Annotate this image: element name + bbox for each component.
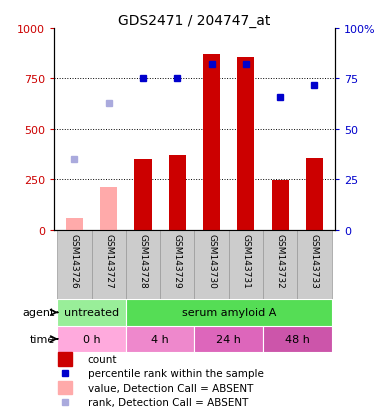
Text: GSM143726: GSM143726 (70, 234, 79, 288)
Text: untreated: untreated (64, 308, 119, 318)
Text: time: time (30, 334, 55, 344)
Text: 24 h: 24 h (216, 334, 241, 344)
Bar (194, 326, 263, 352)
Text: GSM143731: GSM143731 (241, 234, 250, 288)
Text: value, Detection Call = ABSENT: value, Detection Call = ABSENT (88, 383, 253, 393)
Text: GSM143727: GSM143727 (104, 234, 113, 288)
Text: agent: agent (23, 308, 55, 318)
Bar (297, 230, 331, 299)
Text: 4 h: 4 h (151, 334, 169, 344)
Bar (194, 230, 229, 299)
Text: GSM143728: GSM143728 (139, 234, 147, 288)
Bar (126, 326, 194, 352)
Bar (58, 381, 72, 394)
Bar (263, 230, 297, 299)
Text: 0 h: 0 h (83, 334, 100, 344)
Text: GSM143732: GSM143732 (276, 234, 285, 288)
Bar (229, 230, 263, 299)
Bar (306, 159, 323, 230)
Bar (271, 181, 289, 230)
Bar (57, 230, 92, 299)
Bar (58, 353, 72, 366)
Bar (57, 299, 126, 326)
Bar (57, 326, 126, 352)
Bar (160, 230, 194, 299)
Bar (263, 326, 331, 352)
Bar (237, 58, 254, 230)
Bar (66, 218, 83, 230)
Text: GSM143733: GSM143733 (310, 234, 319, 288)
Text: serum amyloid A: serum amyloid A (181, 308, 276, 318)
Bar (134, 160, 152, 230)
Bar (126, 230, 160, 299)
Bar (126, 299, 331, 326)
Bar (92, 230, 126, 299)
Bar (169, 156, 186, 230)
Text: count: count (88, 354, 117, 364)
Text: GSM143730: GSM143730 (207, 234, 216, 288)
Bar (100, 188, 117, 230)
Text: percentile rank within the sample: percentile rank within the sample (88, 368, 263, 378)
Text: 48 h: 48 h (285, 334, 310, 344)
Text: rank, Detection Call = ABSENT: rank, Detection Call = ABSENT (88, 397, 248, 407)
Title: GDS2471 / 204747_at: GDS2471 / 204747_at (118, 14, 271, 28)
Text: GSM143729: GSM143729 (173, 234, 182, 288)
Bar (203, 55, 220, 230)
